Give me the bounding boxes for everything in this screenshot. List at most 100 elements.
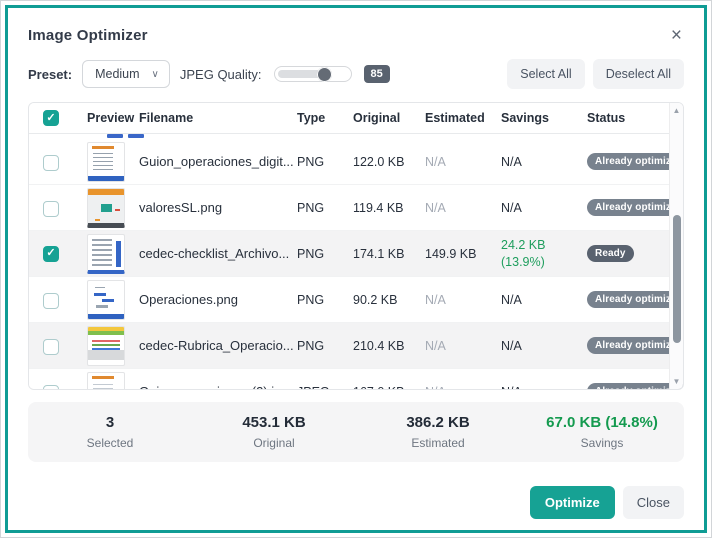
table-row[interactable]: Operaciones.png PNG 90.2 KB N/A N/A Alre… — [29, 277, 683, 323]
column-header-original: Original — [353, 111, 401, 125]
estimated-size-cell: N/A — [425, 338, 446, 353]
filename-cell: valoresSL.png — [139, 200, 223, 215]
file-table: ✓ Preview Filename Type Original Estimat… — [28, 102, 684, 390]
status-badge: Already optimized — [587, 291, 683, 308]
type-cell: PNG — [297, 292, 325, 307]
original-size-cell: 174.1 KB — [353, 246, 405, 261]
estimated-size-cell: N/A — [425, 200, 446, 215]
savings-cell: N/A — [501, 338, 522, 353]
table-row[interactable]: ✓ cedec-checklist_Archivo... PNG 174.1 K… — [29, 231, 683, 277]
file-thumbnail — [87, 371, 125, 389]
check-icon: ✓ — [46, 247, 56, 260]
slider-knob[interactable] — [317, 67, 333, 82]
table-row[interactable]: valoresSL.png PNG 119.4 KB N/A N/A Alrea… — [29, 185, 683, 231]
jpeg-quality-value: 85 — [363, 65, 390, 83]
chevron-down-icon: ∨ — [151, 68, 159, 80]
row-checkbox[interactable] — [43, 201, 59, 217]
column-header-preview: Preview — [87, 111, 135, 125]
type-cell: JPEG — [297, 385, 353, 390]
status-badge: Already optimized — [587, 199, 683, 216]
jpeg-quality-label: JPEG Quality: — [179, 66, 262, 82]
stat-estimated: 386.2 KB Estimated — [356, 414, 520, 450]
file-thumbnail — [87, 325, 125, 366]
type-cell: PNG — [297, 154, 325, 169]
image-optimizer-dialog: Image Optimizer × Preset: Medium ∨ JPEG … — [5, 5, 707, 533]
stat-savings: 67.0 KB (14.8%) Savings — [520, 414, 684, 450]
filename-cell: cedec-checklist_Archivo... — [139, 246, 290, 261]
row-checkbox[interactable] — [43, 293, 59, 309]
savings-cell: 24.2 KB (13.9%) — [501, 237, 546, 269]
estimated-size-cell: N/A — [425, 385, 501, 390]
original-size-cell: 210.4 KB — [353, 338, 405, 353]
column-header-type: Type — [297, 111, 326, 125]
savings-cell: N/A — [501, 385, 587, 390]
deselect-all-button[interactable]: Deselect All — [592, 59, 684, 89]
estimated-total: 386.2 KB — [406, 414, 470, 431]
table-row[interactable]: cedec-Rubrica_Operacio... PNG 210.4 KB N… — [29, 323, 683, 369]
type-cell: PNG — [297, 200, 325, 215]
file-thumbnail — [87, 187, 125, 228]
partial-row-thumbnail-sliver — [29, 134, 683, 139]
close-icon[interactable]: × — [670, 24, 682, 46]
filename-cell: Guion operaciones (2).jpg — [139, 384, 297, 389]
row-checkbox[interactable]: ✓ — [43, 245, 59, 262]
filename-cell: cedec-Rubrica_Operacio... — [139, 338, 294, 353]
dialog-title: Image Optimizer — [28, 26, 148, 44]
select-all-checkbox[interactable]: ✓ — [43, 110, 59, 127]
status-badge: Ready — [587, 245, 634, 262]
estimated-size-cell: 149.9 KB — [425, 246, 477, 261]
type-cell: PNG — [297, 246, 325, 261]
savings-total: 67.0 KB (14.8%) — [546, 414, 658, 431]
stat-original: 453.1 KB Original — [192, 414, 356, 450]
column-header-savings: Savings — [501, 111, 549, 125]
original-size-cell: 90.2 KB — [353, 292, 398, 307]
status-badge: Already optimized — [587, 337, 683, 354]
table-header: ✓ Preview Filename Type Original Estimat… — [29, 103, 683, 134]
column-header-estimated: Estimated — [425, 111, 485, 125]
filename-cell: Operaciones.png — [139, 292, 239, 307]
estimated-size-cell: N/A — [425, 292, 446, 307]
stat-selected: 3 Selected — [28, 414, 192, 450]
original-size-cell: 122.0 KB — [353, 154, 405, 169]
row-checkbox[interactable] — [43, 339, 59, 355]
status-badge: Already optimized — [587, 383, 683, 389]
savings-cell: N/A — [501, 292, 522, 307]
table-body: Guion_operaciones_digit... PNG 122.0 KB … — [29, 139, 683, 390]
status-badge: Already optimized — [587, 153, 683, 170]
original-total: 453.1 KB — [242, 414, 306, 431]
select-all-button[interactable]: Select All — [507, 59, 585, 89]
table-row[interactable]: Guion_operaciones_digit... PNG 122.0 KB … — [29, 139, 683, 185]
preset-label: Preset: — [28, 66, 73, 82]
file-thumbnail — [87, 279, 125, 320]
optimize-button[interactable]: Optimize — [529, 486, 615, 519]
selected-count: 3 — [105, 414, 115, 431]
check-icon: ✓ — [46, 111, 56, 124]
jpeg-quality-slider[interactable] — [273, 66, 352, 82]
savings-cell: N/A — [501, 154, 522, 169]
slider-fill — [277, 70, 325, 78]
file-thumbnail — [87, 141, 125, 182]
row-checkbox[interactable] — [43, 155, 59, 171]
original-size-cell: 167.0 KB — [353, 385, 425, 390]
filename-cell: Guion_operaciones_digit... — [139, 154, 294, 169]
file-thumbnail — [87, 233, 125, 274]
column-header-filename: Filename — [139, 111, 194, 125]
dialog-header: Image Optimizer × — [28, 22, 684, 48]
preset-value: Medium — [95, 67, 140, 81]
scroll-down-icon[interactable]: ▼ — [672, 377, 681, 386]
estimated-size-cell: N/A — [425, 154, 446, 169]
original-size-cell: 119.4 KB — [353, 200, 404, 215]
dialog-footer: Optimize Close — [28, 486, 684, 519]
table-scrollbar[interactable]: ▲ ▼ — [669, 103, 683, 389]
summary-panel: 3 Selected 453.1 KB Original 386.2 KB Es… — [28, 402, 684, 462]
row-checkbox[interactable] — [43, 385, 59, 389]
type-cell: PNG — [297, 338, 325, 353]
scrollbar-thumb[interactable] — [673, 215, 681, 343]
scroll-up-icon[interactable]: ▲ — [672, 106, 681, 115]
close-button[interactable]: Close — [622, 486, 684, 519]
column-header-status: Status — [587, 111, 626, 125]
savings-cell: N/A — [501, 200, 522, 215]
table-row[interactable]: Guion operaciones (2).jpg JPEG 167.0 KB … — [29, 369, 683, 390]
preset-select[interactable]: Medium ∨ — [82, 60, 170, 88]
